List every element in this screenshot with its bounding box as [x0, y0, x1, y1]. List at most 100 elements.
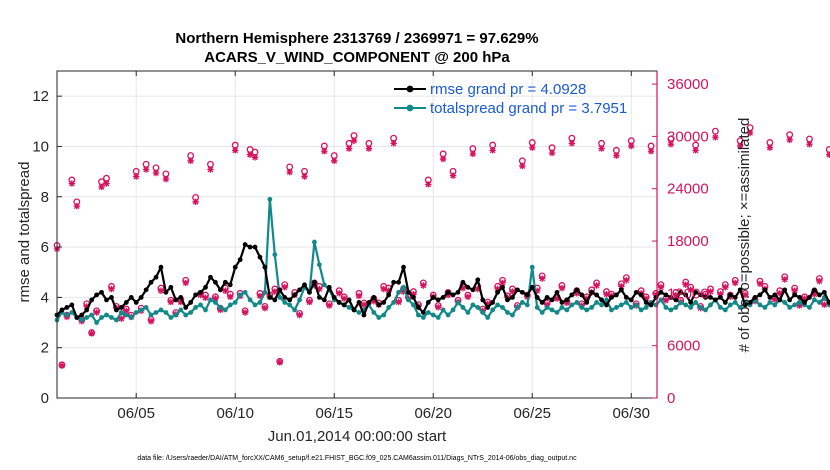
obs-assimilated-point	[133, 173, 140, 180]
totalspread-point	[782, 300, 788, 305]
obs-assimilated-point	[811, 291, 818, 298]
obs-assimilated-point	[583, 295, 590, 302]
rmse-point	[406, 289, 411, 295]
totalspread-point	[406, 297, 411, 303]
obs-assimilated-point	[489, 147, 496, 154]
totalspread-point	[554, 310, 560, 315]
rmse-point	[465, 284, 471, 290]
obs-assimilated-point	[350, 137, 358, 144]
rmse-point	[703, 294, 708, 300]
obs-assimilated-point	[246, 151, 254, 158]
obs-assimilated-point	[682, 281, 689, 288]
obs-assimilated-point	[444, 291, 452, 299]
obs-assimilated-point	[647, 148, 655, 155]
totalspread-point	[653, 302, 659, 308]
totalspread-point	[633, 302, 639, 308]
y2-tick-label: 0	[667, 390, 675, 407]
totalspread-point	[599, 302, 604, 308]
rmse-point	[460, 279, 466, 285]
obs-assimilated-point	[568, 140, 576, 147]
obs-assimilated-point	[83, 303, 90, 310]
obs-assimilated-point	[276, 359, 283, 366]
rmse-point	[277, 287, 283, 293]
rmse-point	[356, 300, 362, 305]
rmse-point	[361, 312, 367, 318]
totalspread-point	[480, 310, 486, 315]
totalspread-point	[495, 302, 500, 308]
rmse-point	[797, 294, 802, 300]
obs-assimilated-point	[296, 311, 303, 319]
obs-assimilated-point	[662, 297, 670, 304]
totalspread-point	[128, 315, 134, 320]
totalspread-point	[717, 305, 723, 310]
obs-assimilated-point	[123, 307, 130, 314]
rmse-point	[470, 287, 476, 293]
obs-assimilated-point	[741, 291, 749, 299]
rmse-point	[109, 294, 114, 300]
rmse-point	[307, 289, 312, 295]
obs-assimilated-point	[717, 291, 724, 298]
obs-assimilated-point	[187, 157, 194, 165]
rmse-point	[816, 292, 822, 298]
totalspread-point	[257, 300, 263, 305]
obs-assimilated-point	[73, 202, 81, 210]
obs-assimilated-point	[152, 169, 160, 177]
rmse-point	[341, 302, 347, 308]
y-tick-label: 10	[32, 138, 49, 155]
obs-assimilated-point	[88, 330, 95, 337]
rmse-point	[752, 294, 758, 300]
obs-assimilated-point	[786, 136, 793, 144]
totalspread-point	[618, 302, 624, 308]
totalspread-point	[232, 300, 238, 305]
rmse-point	[599, 297, 604, 303]
obs-assimilated-point	[331, 157, 338, 165]
rmse-point	[767, 294, 773, 300]
obs-assimilated-point	[380, 285, 387, 293]
totalspread-point	[772, 302, 778, 308]
rmse-point	[326, 284, 332, 290]
obs-assimilated-point	[573, 290, 581, 297]
rmse-point	[490, 300, 496, 305]
rmse-point	[777, 297, 783, 303]
rmse-point	[505, 297, 510, 303]
totalspread-point	[425, 310, 431, 315]
rmse-point	[188, 300, 194, 305]
rmse-point	[59, 307, 65, 313]
rmse-point	[762, 287, 768, 293]
obs-assimilated-point	[177, 298, 184, 306]
rmse-point	[118, 305, 124, 310]
totalspread-point	[678, 300, 684, 305]
obs-assimilated-point	[147, 318, 155, 325]
totalspread-point	[237, 292, 243, 298]
rmse-point	[99, 289, 104, 295]
totalspread-point	[292, 307, 298, 313]
obs-assimilated-point	[672, 291, 680, 299]
legend-rmse-marker	[406, 85, 414, 93]
obs-assimilated-point	[746, 129, 754, 137]
obs-assimilated-point	[410, 291, 417, 298]
y2-tick-label: 36000	[667, 76, 709, 93]
totalspread-point	[812, 297, 817, 303]
obs-assimilated-point	[593, 282, 600, 289]
rmse-point	[292, 292, 298, 298]
rmse-point	[658, 289, 664, 295]
obs-assimilated-point	[400, 288, 407, 295]
totalspread-point	[594, 300, 600, 305]
obs-assimilated-point	[657, 284, 665, 291]
obs-assimilated-point	[667, 141, 675, 148]
obs-possible-point	[786, 131, 794, 139]
totalspread-point	[272, 252, 278, 258]
obs-assimilated-point	[771, 296, 779, 303]
totalspread-point	[584, 307, 590, 313]
obs-assimilated-point	[801, 295, 808, 302]
totalspread-point	[188, 310, 194, 315]
rmse-point	[628, 297, 634, 303]
totalspread-point	[213, 300, 218, 305]
rmse-point	[673, 297, 679, 303]
obs-assimilated-point	[692, 147, 699, 154]
rmse-point	[302, 282, 307, 288]
obs-assimilated-point	[261, 304, 269, 312]
totalspread-point	[84, 315, 90, 320]
rmse-point	[584, 300, 590, 305]
rmse-point	[614, 292, 619, 298]
